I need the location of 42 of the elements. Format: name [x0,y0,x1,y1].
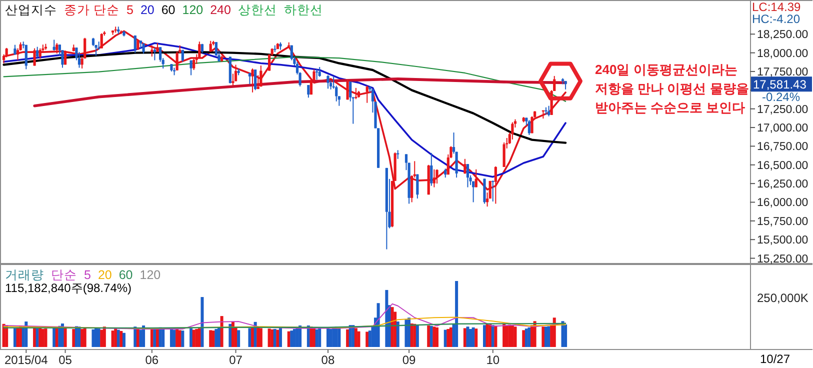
text: 20 [98,268,112,282]
text: 20 [140,3,154,17]
annotation: 120 [140,268,161,282]
text: 250,000K [757,291,808,305]
text: 60 [118,268,133,282]
legend-title: 종가 단순 [64,3,120,17]
text: -0.24% [762,90,800,104]
y-tick-label: 17,250.00 [757,104,808,116]
y-tick-label: 17,750.00 [757,66,808,78]
chart-title: 거래량 [5,268,44,282]
x-tick-label: 06 [145,353,159,367]
x-tick-label: 09 [402,353,416,367]
y-tick-label: 18,250.00 [757,29,808,42]
text: LC:14.39 [752,0,802,14]
y-tick-label: 15,500.00 [757,234,808,247]
x-tick-label: 05 [58,353,72,367]
series-label: 5 [126,3,134,17]
text: 5 [84,268,91,282]
annotation: 240일 이동평균선이라는 저항을 만나 이평선 물량을 받아주는 수순으로 보인다 [595,62,749,115]
chart-title: 산업지수 [5,3,57,17]
legend-title: 단순 [51,268,77,282]
text: 240 [210,3,232,17]
annotation: 하한선 [284,3,323,17]
y-tick-label: 18,000.00 [757,48,808,60]
annotation: 115,182,840주(98.74%) [5,281,132,295]
text: HC:-4.20 [752,12,800,26]
x-tick-label: 08 [321,353,335,367]
y-tick-label: 16,000.00 [757,197,808,210]
text: 120 [182,3,204,17]
y-tick-label: 16,500.00 [757,160,808,172]
annotation: 상한선 [238,3,277,17]
x-tick-label: 2015/04 [4,353,48,367]
text: 17,581.43 [753,78,807,92]
x-tick-label: 07 [229,353,243,367]
text: 10/27 [760,352,790,366]
y-tick-label: 15,250.00 [757,253,808,266]
y-tick-label: 15,750.00 [757,216,808,228]
y-tick-label: 17,000.00 [757,122,808,135]
y-tick-label: 16,250.00 [757,178,808,191]
text: 60 [161,3,176,17]
y-tick-label: 16,750.00 [757,141,808,154]
x-tick-label: 10 [486,353,500,367]
